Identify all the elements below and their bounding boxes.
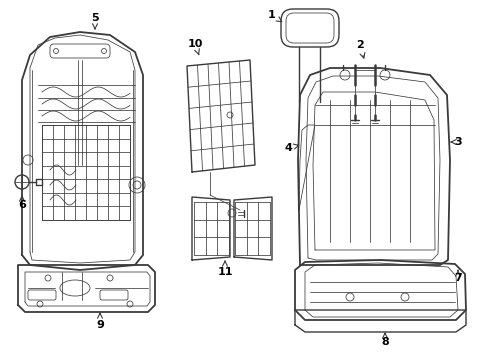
Text: 3: 3: [450, 137, 461, 147]
Text: 8: 8: [380, 333, 388, 347]
Text: 5: 5: [91, 13, 99, 29]
Text: 1: 1: [267, 10, 281, 22]
Text: 10: 10: [187, 39, 202, 55]
Text: 11: 11: [217, 261, 232, 277]
Text: 4: 4: [284, 143, 298, 153]
Text: 6: 6: [18, 196, 26, 210]
Text: 7: 7: [453, 270, 461, 283]
Text: 9: 9: [96, 313, 104, 330]
Text: 2: 2: [355, 40, 364, 58]
